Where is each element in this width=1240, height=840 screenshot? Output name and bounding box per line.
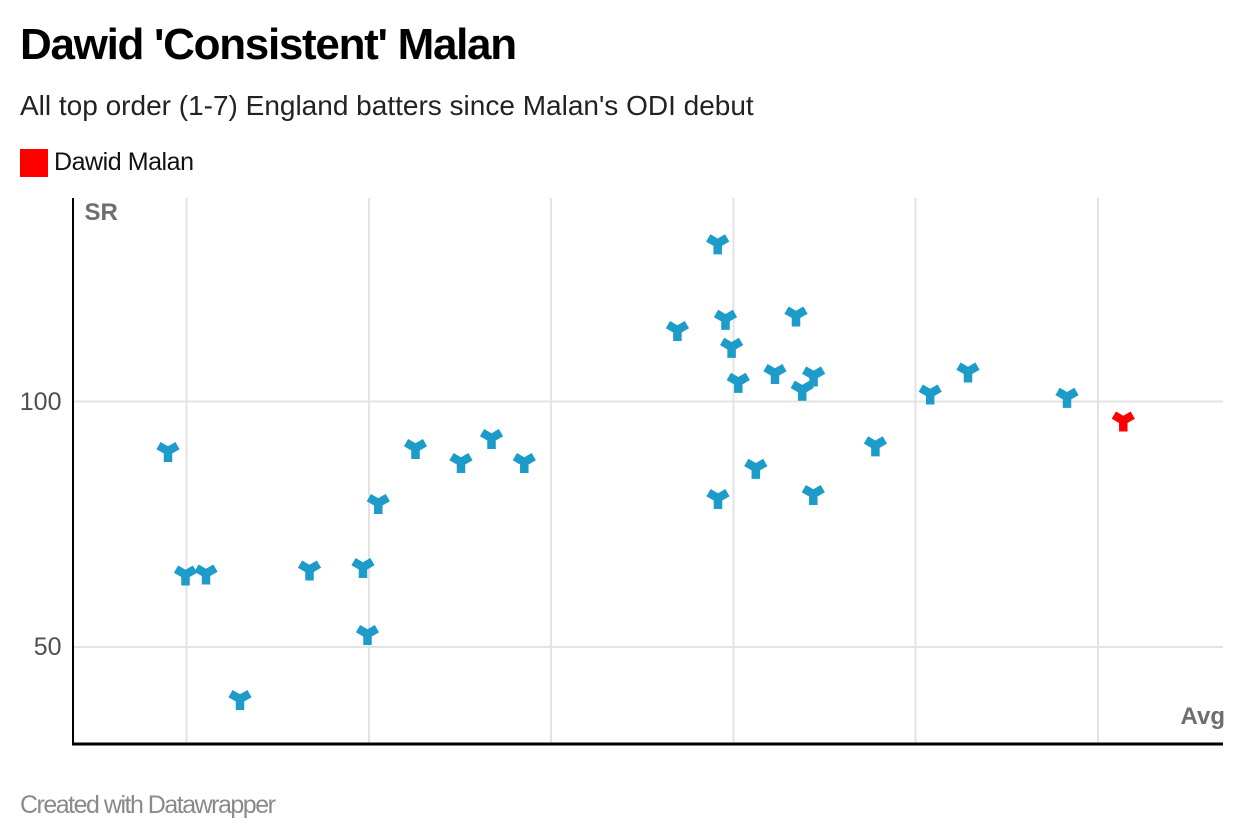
svg-text:Avg: Avg bbox=[1181, 703, 1225, 730]
svg-text:SR: SR bbox=[85, 199, 118, 226]
svg-text:100: 100 bbox=[20, 388, 62, 416]
svg-text:50: 50 bbox=[34, 633, 62, 661]
